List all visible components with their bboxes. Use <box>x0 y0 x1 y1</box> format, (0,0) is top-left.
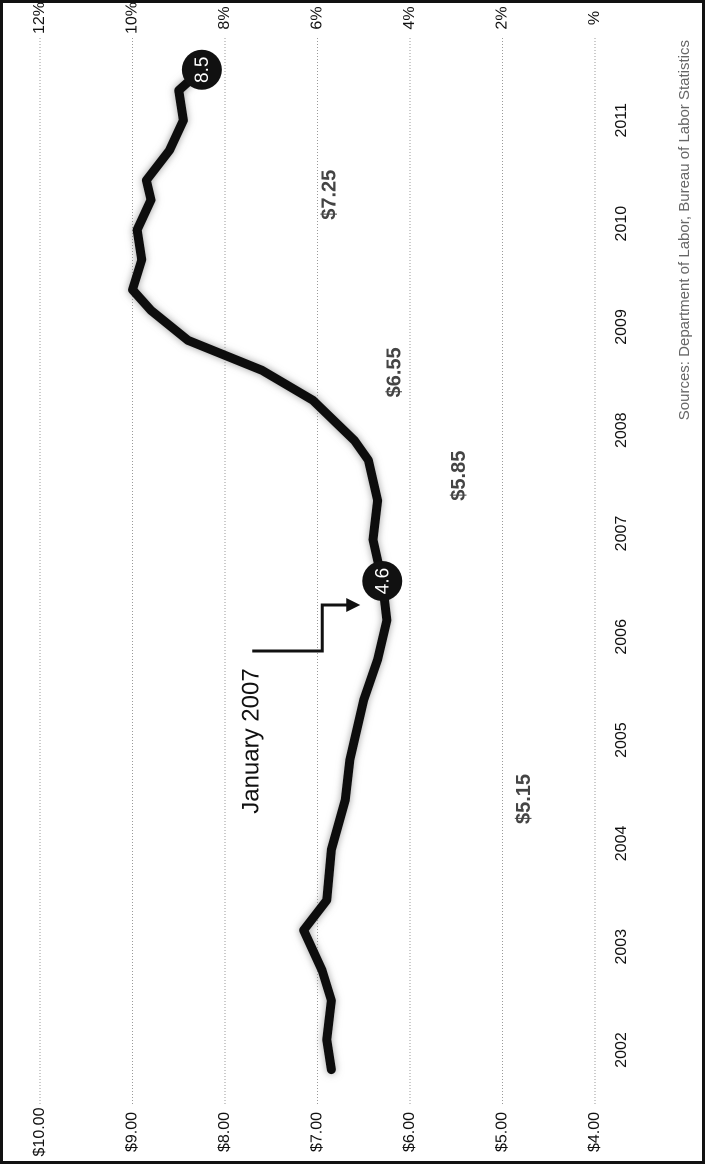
point-badge <box>362 561 403 602</box>
y-tick-label: $8.00 <box>216 1112 233 1152</box>
y2-tick-label: % <box>586 11 603 25</box>
step-label: $6.55 <box>383 347 405 397</box>
x-tick-label: 2009 <box>613 309 630 345</box>
step-label: $5.85 <box>448 451 470 501</box>
annotation-text: January 2007 <box>238 668 265 813</box>
annotation-arrow <box>252 603 351 653</box>
source-note: Sources: Department of Labor, Bureau of … <box>676 40 693 420</box>
point-label: 4.6 <box>372 568 393 594</box>
y2-tick-label: 2% <box>494 6 511 29</box>
arrow-head <box>346 598 361 613</box>
y-tick-label: $7.00 <box>309 1112 326 1152</box>
y-tick-label: $10.00 <box>31 1107 48 1156</box>
unemployment-line <box>128 65 392 1075</box>
y-tick-label: $5.00 <box>494 1112 511 1152</box>
step-label: $5.15 <box>513 774 535 824</box>
x-tick-label: 2007 <box>613 516 630 552</box>
y-tick-label: $4.00 <box>586 1112 603 1152</box>
x-tick-label: 2004 <box>613 826 630 862</box>
step-label: $7.25 <box>319 170 341 220</box>
y-tick-label: $6.00 <box>401 1112 418 1152</box>
x-tick-label: 2003 <box>613 929 630 965</box>
point-badge <box>181 49 222 90</box>
y-tick-label: $9.00 <box>124 1112 141 1152</box>
x-tick-label: 2006 <box>613 619 630 655</box>
y2-tick-label: 6% <box>309 6 326 29</box>
x-tick-label: 2011 <box>613 103 630 138</box>
x-tick-label: 2008 <box>613 412 630 448</box>
point-label: 8.5 <box>192 57 213 83</box>
y2-tick-label: 4% <box>401 6 418 29</box>
x-tick-label: 2002 <box>613 1032 630 1068</box>
y2-tick-label: 12% <box>31 2 48 34</box>
rotated-plot: Sources: Department of Labor, Bureau of … <box>31 2 693 1156</box>
x-tick-label: 2005 <box>613 722 630 758</box>
y2-tick-label: 10% <box>124 2 141 34</box>
y2-tick-label: 8% <box>216 6 233 29</box>
x-tick-label: 2010 <box>613 206 630 242</box>
